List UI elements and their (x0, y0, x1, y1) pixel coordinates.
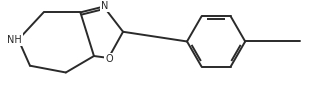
Text: NH: NH (7, 34, 22, 45)
Text: N: N (101, 1, 108, 11)
Text: O: O (106, 54, 113, 64)
